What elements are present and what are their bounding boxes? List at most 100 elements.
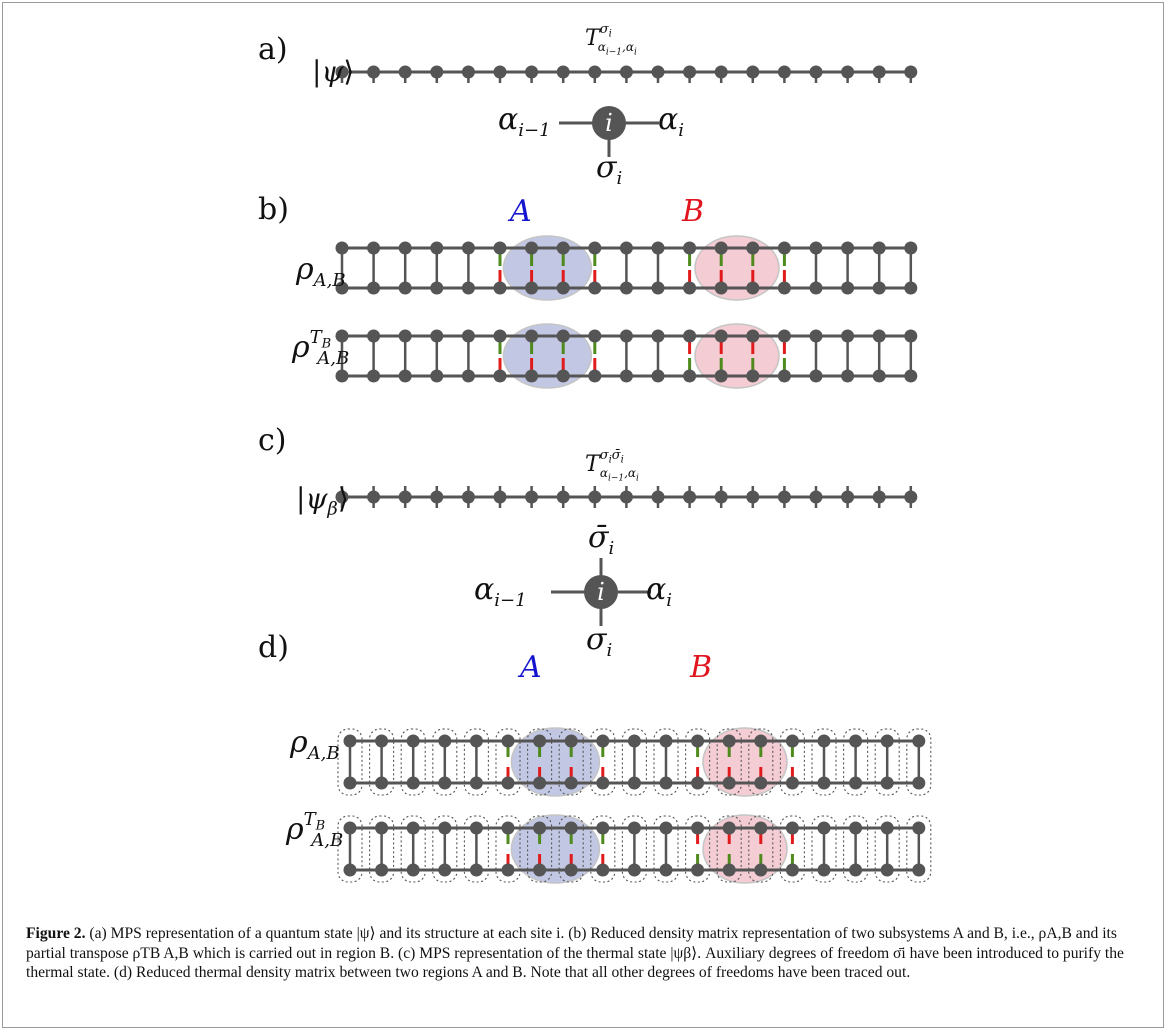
rho-site-top — [627, 821, 641, 835]
mps-diagram: ii — [335, 65, 932, 884]
rho-site-top — [912, 821, 926, 835]
rho-site-bottom — [343, 776, 357, 790]
rho-site-bottom — [785, 863, 799, 877]
mps-site — [430, 65, 444, 79]
rho-site-bottom — [375, 863, 389, 877]
caption-figure-label: Figure 2. — [26, 925, 86, 942]
purification-box — [558, 815, 584, 883]
rho-site-bottom — [841, 369, 855, 383]
rho-TB-label-b: ρTBA,B — [292, 327, 350, 369]
purification-box — [716, 728, 742, 796]
purification-box — [590, 815, 616, 883]
region-A-label-b: A — [510, 194, 532, 229]
mps-site — [398, 65, 412, 79]
sigma-i-label-c: σi — [586, 622, 613, 661]
rho-site-top — [367, 329, 381, 343]
rho-site-top — [343, 821, 357, 835]
rho-site-top — [335, 241, 349, 255]
rho-label-b: ρA,B — [296, 252, 346, 291]
site-index-label: i — [605, 109, 613, 137]
purification-box — [527, 728, 553, 796]
rho-site-top — [556, 241, 570, 255]
rho-site-bottom — [533, 776, 547, 790]
mps-site — [398, 490, 412, 504]
purification-box — [653, 815, 679, 883]
purification-box — [432, 728, 458, 796]
purification-box — [432, 815, 458, 883]
alpha-i-label-c: αi — [646, 572, 673, 611]
sigma-bar-label: σ̄i — [588, 520, 615, 559]
panel-c-label: c) — [258, 423, 287, 458]
mps-site — [683, 490, 697, 504]
rho-site-bottom — [461, 281, 475, 295]
rho-site-bottom — [367, 369, 381, 383]
mps-site — [619, 65, 633, 79]
purification-box — [400, 815, 426, 883]
purification-box — [748, 815, 774, 883]
rho-site-top — [375, 734, 389, 748]
rho-site-bottom — [406, 863, 420, 877]
rho-site-top — [651, 329, 665, 343]
rho-site-top — [849, 734, 863, 748]
purification-box — [779, 728, 805, 796]
figure-caption: Figure 2. (a) MPS representation of a qu… — [26, 924, 1146, 983]
mps-site — [525, 65, 539, 79]
purification-box — [779, 815, 805, 883]
rho-site-bottom — [619, 281, 633, 295]
rho-site-bottom — [722, 776, 736, 790]
rho-site-top — [406, 821, 420, 835]
rho-site-top — [777, 241, 791, 255]
rho-site-top — [880, 821, 894, 835]
rho-site-bottom — [398, 369, 412, 383]
rho-site-top — [461, 329, 475, 343]
rho-site-bottom — [564, 776, 578, 790]
purification-box — [495, 815, 521, 883]
purification-box — [621, 728, 647, 796]
purification-box — [590, 728, 616, 796]
purification-box — [906, 728, 932, 796]
rho-site-bottom — [651, 281, 665, 295]
rho-site-top — [619, 329, 633, 343]
rho-site-bottom — [849, 863, 863, 877]
rho-site-top — [817, 821, 831, 835]
site-tensor — [584, 575, 618, 609]
rho-site-top — [533, 734, 547, 748]
psi-ket: |ψ⟩ — [312, 55, 355, 88]
rho-site-top — [398, 241, 412, 255]
rho-site-bottom — [533, 863, 547, 877]
rho-site-top — [375, 821, 389, 835]
panel-d-boxes — [337, 815, 932, 883]
rho-site-bottom — [754, 863, 768, 877]
rho-site-top — [746, 241, 760, 255]
panel-d-nodes — [343, 821, 926, 877]
tensor-T-bar-label: Tσiσ̄iαi−1,αi — [585, 448, 639, 484]
rho-site-top — [627, 734, 641, 748]
purification-box — [495, 728, 521, 796]
mps-site — [461, 65, 475, 79]
caption-text: (a) MPS representation of a quantum stat… — [26, 925, 1124, 981]
mps-site — [841, 65, 855, 79]
rho-site-top — [683, 329, 697, 343]
panel-d-label: d) — [258, 630, 289, 665]
region-B-label-d: B — [690, 650, 713, 685]
rho-site-top — [904, 329, 918, 343]
rho-site-bottom — [659, 863, 673, 877]
site-index-label: i — [597, 578, 605, 606]
region-B-ellipse — [702, 727, 788, 797]
rho-site-bottom — [746, 369, 760, 383]
rho-site-bottom — [375, 776, 389, 790]
rho-site-bottom — [809, 281, 823, 295]
rho-site-bottom — [588, 281, 602, 295]
rho-site-top — [556, 329, 570, 343]
rho-site-top — [841, 329, 855, 343]
rho-site-bottom — [904, 369, 918, 383]
rho-site-bottom — [912, 863, 926, 877]
rho-site-top — [335, 329, 349, 343]
mps-site — [335, 65, 349, 79]
mps-site — [335, 490, 349, 504]
mps-site — [493, 65, 507, 79]
purification-box — [463, 815, 489, 883]
mps-site — [809, 490, 823, 504]
rho-site-top — [785, 821, 799, 835]
purification-box — [906, 815, 932, 883]
